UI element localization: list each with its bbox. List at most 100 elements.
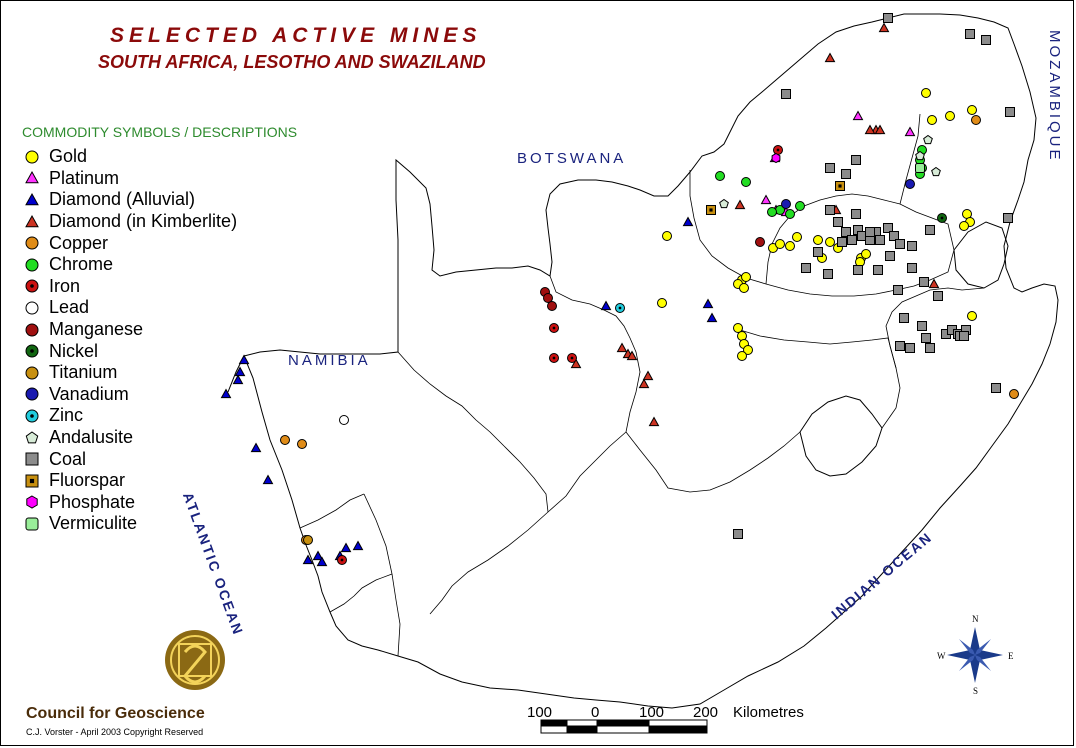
diamond-in-kimberlite-mine-marker [570, 358, 582, 369]
manganese-symbol-icon [25, 323, 39, 337]
coal-mine-marker [917, 321, 927, 331]
manganese-mine-marker [547, 301, 557, 311]
label-namibia: NAMIBIA [288, 352, 371, 369]
nickel-mine-marker [937, 213, 947, 223]
compass-s: S [973, 686, 979, 696]
titanium-symbol-icon [25, 366, 39, 380]
compass-rose [947, 627, 1003, 683]
scale-bar [540, 719, 708, 734]
legend-item: Phosphate [24, 492, 237, 514]
compass-w: W [937, 651, 946, 661]
mine-points [220, 13, 1019, 567]
coal-mine-marker [889, 231, 899, 241]
coal-mine-marker [925, 343, 935, 353]
coal-mine-marker [895, 239, 905, 249]
diamond-in-kimberlite-mine-marker [874, 124, 886, 135]
legend-label: Vermiculite [49, 513, 138, 534]
fluorspar-symbol-icon [25, 474, 39, 488]
diamond-in-kimberlite-mine-marker [626, 350, 638, 361]
zinc-symbol-icon [25, 409, 39, 423]
coal-mine-marker [1003, 213, 1013, 223]
map-subtitle: SOUTH AFRICA, LESOTHO AND SWAZILAND [98, 52, 486, 72]
gold-mine-marker [775, 239, 785, 249]
lesotho-outline [799, 395, 883, 477]
copper-symbol-icon [25, 236, 39, 250]
legend-label: Phosphate [49, 491, 136, 512]
iron-mine-marker [549, 353, 559, 363]
coal-mine-marker [847, 235, 857, 245]
andalusite-mine-marker [915, 150, 925, 161]
vermiculite-mine-marker [915, 163, 925, 173]
chrome-mine-marker [785, 209, 795, 219]
lead-mine-marker [339, 415, 349, 425]
coal-mine-marker [841, 169, 851, 179]
vanadium-mine-marker [781, 199, 791, 209]
diamond-alluvial-mine-marker [600, 300, 612, 311]
coal-mine-marker [925, 225, 935, 235]
gold-mine-marker [959, 221, 969, 231]
chrome-mine-marker [715, 171, 725, 181]
iron-mine-marker [549, 323, 559, 333]
diamond-alluvial-mine-marker [316, 556, 328, 567]
copper-mine-marker [280, 435, 290, 445]
diamond-in-kimberlite-mine-marker [616, 342, 628, 353]
iron-mine-marker [773, 145, 783, 155]
diamond-alluvial-mine-marker [234, 366, 246, 377]
legend-item: Vermiculite [24, 513, 237, 535]
label-botswana: BOTSWANA [517, 150, 627, 167]
legend-item: Manganese [24, 319, 237, 341]
council-logo [165, 630, 225, 690]
diamond-alluvial-mine-marker [702, 298, 714, 309]
coal-mine-marker [825, 205, 835, 215]
scale-unit: Kilometres [733, 704, 804, 721]
chrome-mine-marker [767, 207, 777, 217]
coal-mine-marker [823, 269, 833, 279]
legend-item: Coal [24, 448, 237, 470]
gold-mine-marker [861, 249, 871, 259]
scale-tick-0: 100 [527, 704, 553, 721]
coal-mine-marker [893, 285, 903, 295]
coal-mine-marker [875, 235, 885, 245]
andalusite-symbol-icon [25, 430, 39, 443]
legend-label: Fluorspar [49, 470, 126, 491]
coal-mine-marker [825, 163, 835, 173]
scale-tick-3: 200 [693, 704, 719, 721]
diamond-alluvial-mine-marker [238, 354, 250, 365]
coal-mine-marker [851, 209, 861, 219]
zinc-mine-marker [615, 303, 625, 313]
andalusite-mine-marker [923, 134, 933, 145]
swaziland-outline [953, 221, 1009, 289]
copper-mine-marker [297, 439, 307, 449]
gold-mine-marker [657, 298, 667, 308]
coal-mine-marker [851, 155, 861, 165]
iron-mine-marker [567, 353, 577, 363]
diamond-alluvial-mine-marker [312, 550, 324, 561]
legend-item: Nickel [24, 340, 237, 362]
vermiculite-symbol-icon [25, 517, 39, 531]
diamond-alluvial-symbol-icon [25, 192, 39, 206]
legend-label: Vanadium [49, 383, 129, 404]
diamond-in-kimberlite-mine-marker [878, 22, 890, 33]
iron-mine-marker [337, 555, 347, 565]
coal-mine-marker [801, 263, 811, 273]
chrome-symbol-icon [25, 258, 39, 272]
legend-label: Platinum [49, 167, 120, 188]
compass-e: E [1008, 651, 1014, 661]
coal-mine-marker [813, 247, 823, 257]
legend-label: Titanium [49, 362, 118, 383]
coal-mine-marker [733, 529, 743, 539]
coal-mine-marker [933, 291, 943, 301]
organization-name: Council for Geoscience [26, 705, 205, 722]
gold-symbol-icon [25, 150, 39, 164]
copper-mine-marker [971, 115, 981, 125]
coal-mine-marker [883, 13, 893, 23]
diamond-alluvial-mine-marker [340, 542, 352, 553]
platinum-mine-marker [760, 194, 772, 205]
platinum-mine-marker [852, 110, 864, 121]
diamond-in-kimberlite-mine-marker [648, 416, 660, 427]
coal-mine-marker [991, 383, 1001, 393]
titanium-mine-marker [303, 535, 313, 545]
south-africa-outline [227, 13, 1059, 709]
coal-mine-marker [833, 217, 843, 227]
